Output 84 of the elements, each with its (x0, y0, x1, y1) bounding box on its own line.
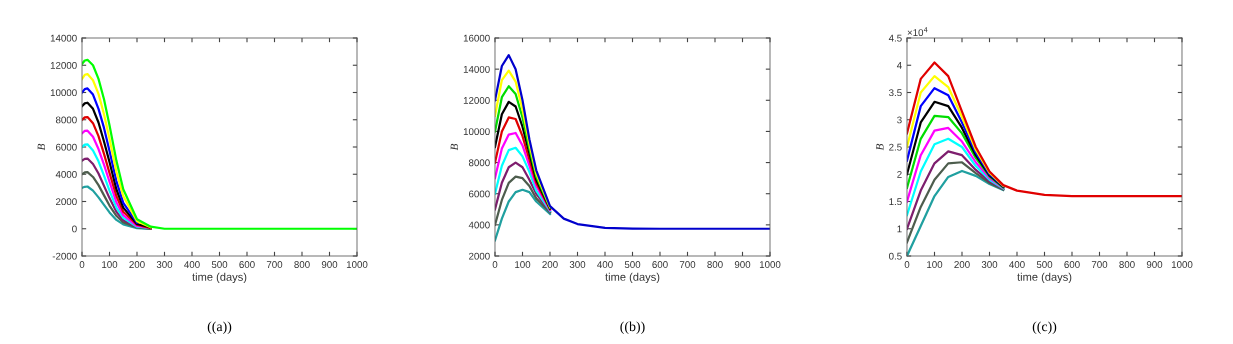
x-tick-label: 700 (1091, 261, 1108, 268)
line-series (907, 150, 1005, 230)
x-tick-label: 800 (707, 261, 723, 268)
x-tick-label: 600 (239, 261, 255, 268)
text: ((a)) (207, 321, 232, 334)
x-tick-label: 0 (79, 261, 85, 268)
line-series (82, 87, 139, 224)
x-tick-label: 400 (597, 261, 613, 268)
line-series (907, 169, 1005, 256)
y-tick-label: 8000 (55, 116, 77, 124)
x-tick-label: 700 (679, 261, 696, 268)
x-tick-label: 1000 (346, 261, 368, 268)
y-tick-label: 3 (897, 116, 902, 124)
x-tick-label: 400 (184, 261, 200, 268)
x-tick-label: 400 (1009, 261, 1025, 268)
y-tick-label: 8000 (468, 159, 490, 167)
line-series (907, 61, 1182, 198)
line-series (495, 161, 552, 213)
x-axis-title: time (days) (1017, 272, 1072, 284)
y-tick-label: 14000 (50, 34, 77, 42)
x-axis-title: time (days) (605, 272, 660, 284)
x-tick-label: 1000 (759, 261, 781, 268)
x-tick-label: 600 (1064, 261, 1080, 268)
x-tick-label: 200 (129, 261, 145, 268)
y-tick-label: 4000 (55, 170, 77, 178)
text: ((b)) (620, 321, 645, 334)
x-tick-label: 500 (624, 261, 641, 268)
y-tick-label: 0.5 (889, 252, 902, 260)
x-tick-label: 900 (1146, 261, 1163, 268)
x-tick-label: 500 (1036, 261, 1053, 268)
x-tick-label: 300 (981, 261, 998, 268)
x-tick-label: 200 (954, 261, 970, 268)
y-tick-label: 1.5 (889, 198, 902, 206)
line-series (82, 58, 357, 230)
line-series (495, 54, 770, 230)
x-tick-label: 500 (211, 261, 228, 268)
x-tick-label: 900 (734, 261, 751, 268)
x-tick-label: 600 (652, 261, 668, 268)
y-axis-title: B (37, 143, 45, 151)
x-tick-label: 300 (569, 261, 586, 268)
x-tick-label: 900 (321, 261, 338, 268)
x-tick-label: 300 (156, 261, 173, 268)
y-tick-label: 10000 (463, 128, 490, 136)
y-tick-label: 4.5 (888, 34, 902, 42)
y-tick-label: 4000 (468, 221, 490, 229)
x-tick-label: 0 (904, 261, 910, 268)
line-series (907, 114, 1005, 189)
x-tick-label: 200 (542, 261, 558, 268)
x-tick-label: 1000 (1171, 261, 1193, 268)
x-tick-label: 800 (1119, 261, 1135, 268)
line-series (495, 116, 552, 211)
y-tick-label: 12000 (463, 97, 490, 104)
y-tick-label: 0 (72, 225, 77, 233)
x-axis-title: time (days) (192, 272, 247, 284)
x-tick-label: 0 (492, 261, 498, 268)
line-series (907, 137, 1005, 217)
y-axis-title: B (876, 143, 884, 151)
x-tick-label: 100 (102, 261, 118, 268)
y-tick-label: 14000 (463, 65, 490, 73)
y-tick-label: 1 (897, 225, 902, 233)
x-tick-label: 800 (294, 261, 310, 268)
x-tick-label: 100 (515, 261, 531, 268)
y-tick-label: 6000 (56, 143, 77, 151)
x-tick-label: 700 (266, 261, 283, 268)
y-tick-label: 2.5 (889, 143, 902, 151)
text: ((c)) (1032, 321, 1057, 334)
y-tick-label: -2000 (52, 252, 77, 260)
x-tick-label: 100 (927, 261, 943, 268)
line-series (495, 188, 552, 242)
text: ×10$^{4}$ (907, 27, 928, 37)
y-tick-label: 4 (896, 62, 902, 69)
y-tick-label: 2000 (56, 198, 77, 206)
line-series (82, 73, 152, 229)
y-axis-title: B (450, 143, 458, 151)
y-tick-label: 10000 (50, 89, 77, 97)
y-tick-label: 12000 (50, 61, 77, 69)
y-tick-label: 3.5 (889, 89, 902, 97)
y-tick-label: 2000 (469, 252, 490, 260)
y-tick-label: 2 (897, 170, 902, 178)
y-tick-label: 16000 (463, 34, 490, 42)
y-tick-label: 6000 (469, 190, 490, 198)
line-series (495, 146, 552, 212)
line-series (495, 131, 552, 212)
line-series (907, 126, 1005, 203)
